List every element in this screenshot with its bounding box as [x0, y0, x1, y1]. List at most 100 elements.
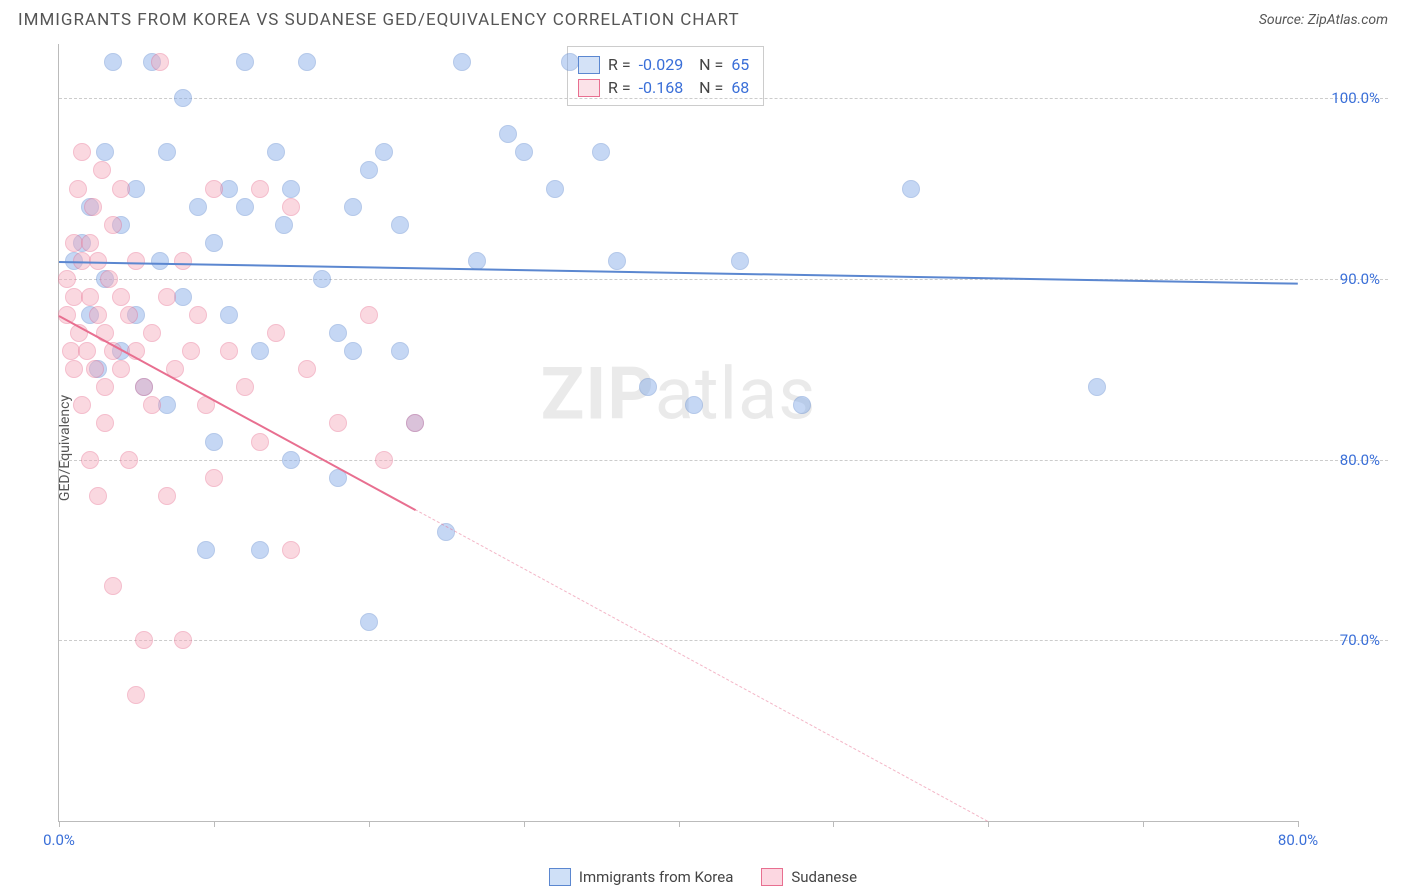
data-point [282, 198, 300, 216]
legend-swatch [578, 79, 600, 97]
data-point [275, 216, 293, 234]
data-point [205, 433, 223, 451]
n-label: N = [691, 55, 723, 74]
watermark-bold: ZIP [541, 351, 655, 436]
data-point [251, 342, 269, 360]
data-point [182, 342, 200, 360]
data-point [81, 288, 99, 306]
gridline [59, 279, 1388, 280]
data-point [639, 378, 657, 396]
data-point [104, 53, 122, 71]
data-point [220, 342, 238, 360]
data-point [135, 378, 153, 396]
data-point [251, 180, 269, 198]
data-point [120, 306, 138, 324]
legend-row: R = -0.029 N = 65 [578, 53, 749, 76]
data-point [375, 143, 393, 161]
data-point [220, 180, 238, 198]
trend-line [59, 261, 1298, 285]
data-point [86, 360, 104, 378]
data-point [205, 469, 223, 487]
data-point [205, 180, 223, 198]
data-point [89, 306, 107, 324]
data-point [73, 143, 91, 161]
data-point [251, 541, 269, 559]
r-value: -0.029 [639, 55, 684, 74]
gridline [59, 98, 1388, 99]
data-point [205, 234, 223, 252]
data-point [685, 396, 703, 414]
data-point [329, 324, 347, 342]
data-point [158, 288, 176, 306]
data-point [406, 414, 424, 432]
data-point [89, 487, 107, 505]
data-point [592, 143, 610, 161]
legend-swatch [549, 868, 571, 886]
data-point [546, 180, 564, 198]
data-point [81, 451, 99, 469]
data-point [267, 143, 285, 161]
data-point [375, 451, 393, 469]
data-point [174, 288, 192, 306]
x-tick [214, 821, 215, 827]
data-point [499, 125, 517, 143]
x-tick [833, 821, 834, 827]
legend-item: Sudanese [761, 868, 857, 886]
y-tick-label: 80.0% [1340, 451, 1380, 469]
gridline [59, 640, 1388, 641]
data-point [731, 252, 749, 270]
data-point [344, 342, 362, 360]
data-point [360, 306, 378, 324]
data-point [189, 306, 207, 324]
trend-line [59, 315, 416, 511]
data-point [174, 89, 192, 107]
data-point [84, 198, 102, 216]
x-tick-label: 0.0% [43, 831, 75, 849]
data-point [112, 360, 130, 378]
data-point [135, 631, 153, 649]
data-point [360, 161, 378, 179]
x-tick [59, 821, 60, 827]
x-tick [679, 821, 680, 827]
data-point [313, 270, 331, 288]
legend-swatch [761, 868, 783, 886]
y-tick-label: 100.0% [1331, 89, 1380, 107]
data-point [220, 306, 238, 324]
plot-area: ZIPatlas R = -0.029 N = 65R = -0.168 N =… [58, 44, 1298, 822]
data-point [69, 180, 87, 198]
legend-swatch [578, 56, 600, 74]
data-point [96, 414, 114, 432]
x-tick [369, 821, 370, 827]
data-point [282, 541, 300, 559]
data-point [158, 487, 176, 505]
data-point [120, 451, 138, 469]
x-tick [1298, 821, 1299, 827]
data-point [151, 252, 169, 270]
source-label: Source: ZipAtlas.com [1259, 12, 1388, 28]
data-point [453, 53, 471, 71]
data-point [151, 53, 169, 71]
data-point [360, 613, 378, 631]
data-point [127, 252, 145, 270]
data-point [104, 577, 122, 595]
data-point [298, 53, 316, 71]
data-point [112, 180, 130, 198]
data-point [282, 180, 300, 198]
data-point [282, 451, 300, 469]
data-point [189, 198, 207, 216]
data-point [112, 288, 130, 306]
x-tick [524, 821, 525, 827]
legend-item: Immigrants from Korea [549, 868, 733, 886]
data-point [58, 270, 76, 288]
data-point [793, 396, 811, 414]
data-point [197, 541, 215, 559]
data-point [81, 234, 99, 252]
watermark-rest: atlas [655, 351, 817, 436]
series-legend: Immigrants from Korea Sudanese [0, 868, 1406, 886]
data-point [158, 143, 176, 161]
data-point [65, 360, 83, 378]
legend-label: Immigrants from Korea [579, 868, 733, 886]
x-tick-label: 80.0% [1278, 831, 1318, 849]
trend-line [415, 509, 989, 822]
data-point [236, 378, 254, 396]
